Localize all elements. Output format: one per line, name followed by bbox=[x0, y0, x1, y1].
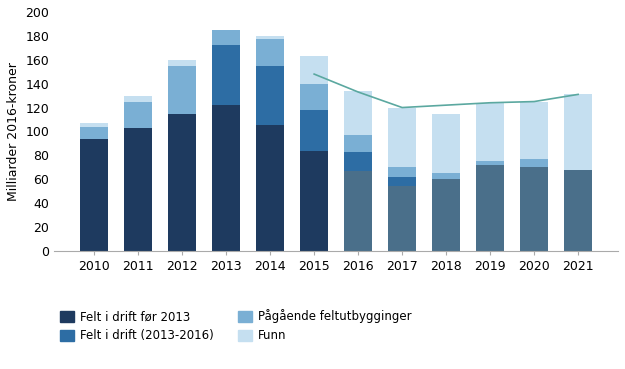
Bar bbox=[300, 151, 329, 251]
Bar bbox=[168, 114, 196, 251]
Bar bbox=[476, 103, 504, 161]
Bar bbox=[80, 123, 109, 127]
Bar bbox=[344, 171, 372, 251]
Bar bbox=[520, 101, 548, 159]
Bar bbox=[564, 170, 592, 251]
Bar bbox=[300, 56, 329, 84]
Bar bbox=[80, 127, 109, 139]
Bar bbox=[168, 60, 196, 66]
Bar bbox=[432, 173, 461, 179]
Bar bbox=[80, 139, 109, 251]
Bar bbox=[564, 94, 592, 170]
Bar bbox=[300, 84, 329, 110]
Bar bbox=[256, 66, 284, 125]
Bar bbox=[432, 114, 461, 173]
Bar bbox=[124, 101, 152, 128]
Bar bbox=[256, 125, 284, 251]
Bar bbox=[388, 177, 416, 186]
Bar bbox=[520, 167, 548, 251]
Bar bbox=[256, 36, 284, 39]
Bar bbox=[212, 105, 241, 251]
Bar bbox=[344, 135, 372, 152]
Bar bbox=[388, 186, 416, 251]
Bar bbox=[300, 110, 329, 151]
Bar bbox=[344, 152, 372, 171]
Bar bbox=[388, 107, 416, 167]
Bar bbox=[476, 165, 504, 251]
Bar bbox=[212, 30, 241, 45]
Bar bbox=[124, 96, 152, 101]
Legend: Felt i drift før 2013, Felt i drift (2013-2016), Pågående feltutbygginger, Funn: Felt i drift før 2013, Felt i drift (201… bbox=[60, 309, 411, 342]
Bar bbox=[520, 159, 548, 167]
Y-axis label: Milliarder 2016-kroner: Milliarder 2016-kroner bbox=[7, 62, 20, 201]
Bar bbox=[212, 45, 241, 105]
Bar bbox=[432, 179, 461, 251]
Bar bbox=[256, 39, 284, 66]
Bar bbox=[476, 161, 504, 165]
Bar bbox=[124, 128, 152, 251]
Bar bbox=[388, 167, 416, 177]
Bar bbox=[168, 66, 196, 114]
Bar bbox=[344, 91, 372, 135]
